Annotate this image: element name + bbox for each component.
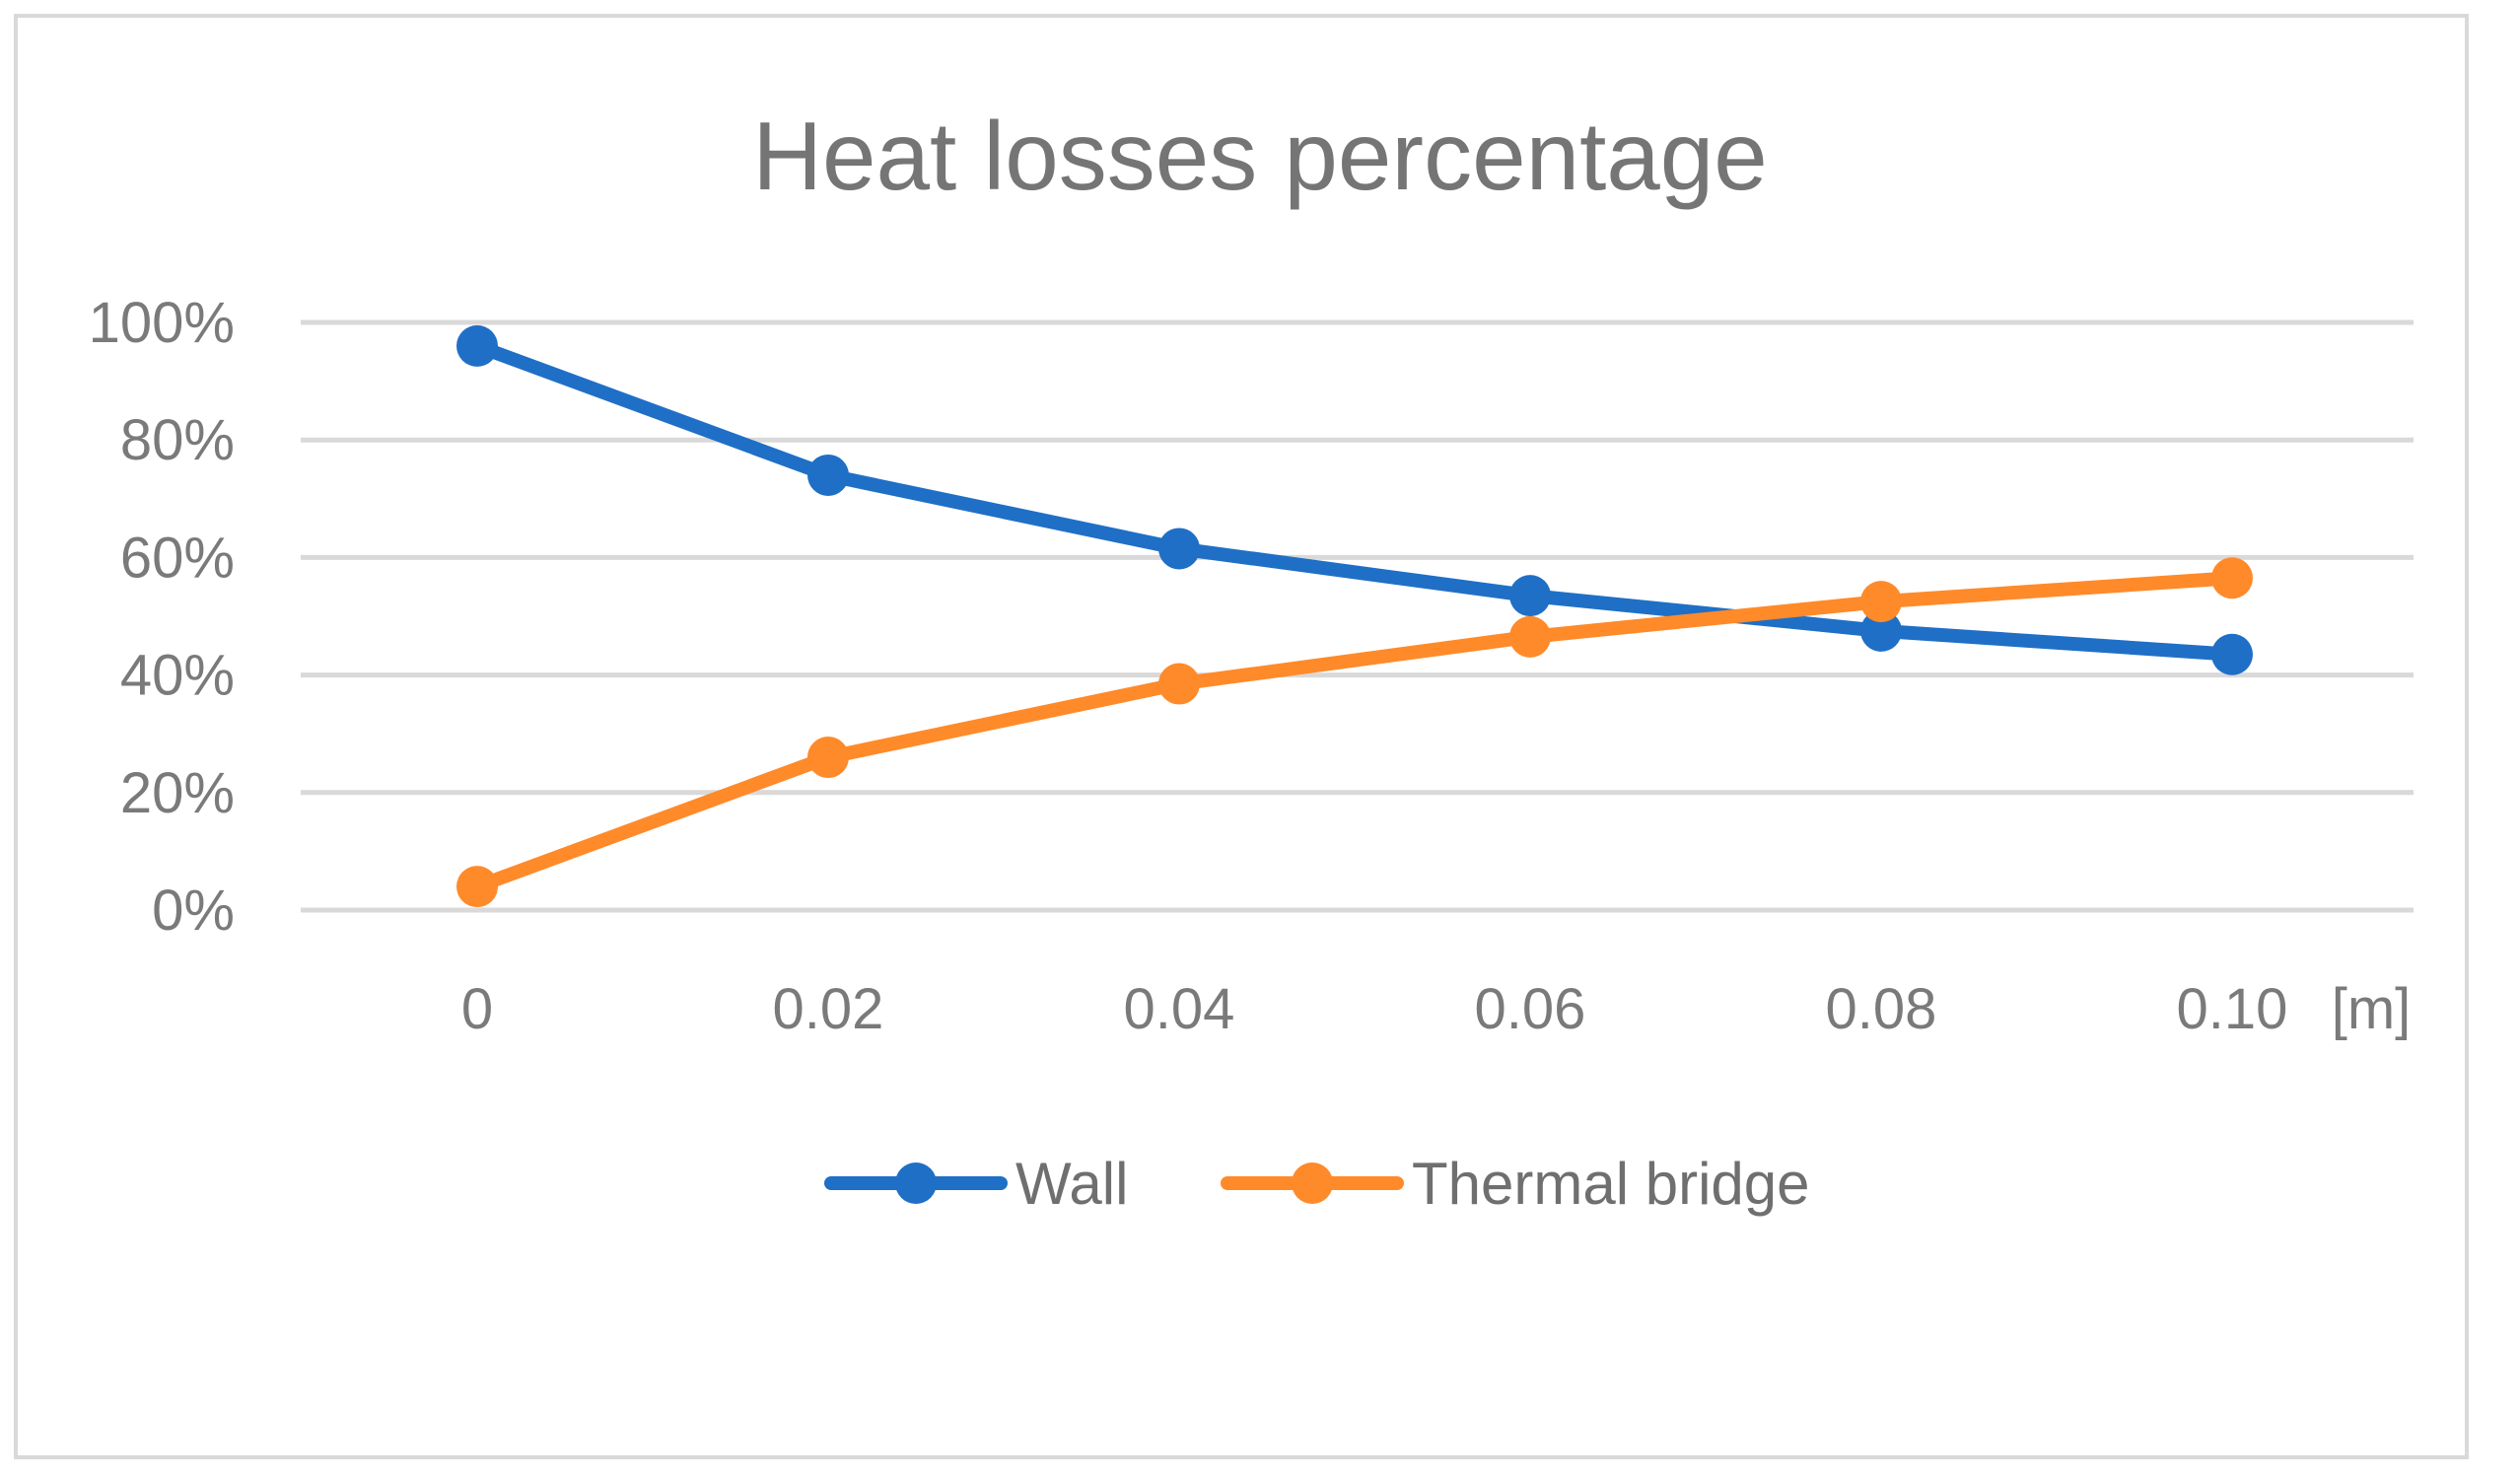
x-tick-label: 0.10 (2177, 977, 2288, 1041)
y-tick-label: 80% (120, 408, 235, 472)
legend-item-thermal-bridge: Thermal bridge (1221, 1151, 1810, 1217)
series-thermal-bridge (456, 557, 2253, 908)
series-wall (456, 324, 2253, 675)
y-tick-label: 100% (89, 291, 235, 355)
y-axis-ticks: 0% 20% 40% 60% 80% 100% (89, 291, 235, 943)
data-point-thermal-bridge (2211, 557, 2253, 599)
y-tick-label: 40% (120, 644, 235, 708)
data-point-wall (807, 454, 849, 496)
data-point-thermal-bridge (1509, 615, 1551, 658)
y-tick-label: 20% (120, 761, 235, 825)
data-point-wall (1860, 609, 1902, 652)
y-tick-label: 0% (152, 879, 235, 943)
legend-item-wall: Wall (824, 1151, 1128, 1217)
x-axis-unit-label: [m] (2332, 977, 2412, 1041)
data-point-wall (2211, 633, 2253, 675)
chart-frame (14, 14, 2469, 1459)
series-line-thermal-bridge (470, 571, 2239, 894)
x-tick-label: 0 (461, 977, 493, 1041)
series-layer (456, 324, 2253, 908)
data-point-thermal-bridge (1860, 581, 1902, 623)
data-point-wall (1509, 575, 1551, 617)
legend-label: Wall (1015, 1151, 1128, 1217)
x-tick-label: 0.06 (1475, 977, 1586, 1041)
series-line-wall (470, 338, 2239, 662)
y-tick-label: 60% (120, 526, 235, 590)
x-axis-ticks: 0 0.02 0.04 0.06 0.08 0.10 (461, 977, 2288, 1041)
data-point-thermal-bridge (1158, 663, 1200, 705)
data-point-thermal-bridge (807, 737, 849, 779)
chart-legend: Wall Thermal bridge (824, 1151, 1810, 1217)
chart-title: Heat losses percentage (752, 102, 1768, 210)
legend-swatch-marker (895, 1162, 937, 1204)
x-tick-label: 0.04 (1124, 977, 1235, 1041)
x-tick-label: 0.02 (773, 977, 884, 1041)
legend-label: Thermal bridge (1412, 1151, 1810, 1217)
x-tick-label: 0.08 (1826, 977, 1937, 1041)
data-point-wall (456, 324, 498, 367)
data-point-wall (1158, 528, 1200, 570)
grid-layer (301, 319, 2414, 913)
legend-swatch-marker (1292, 1162, 1333, 1204)
data-point-thermal-bridge (456, 866, 498, 908)
